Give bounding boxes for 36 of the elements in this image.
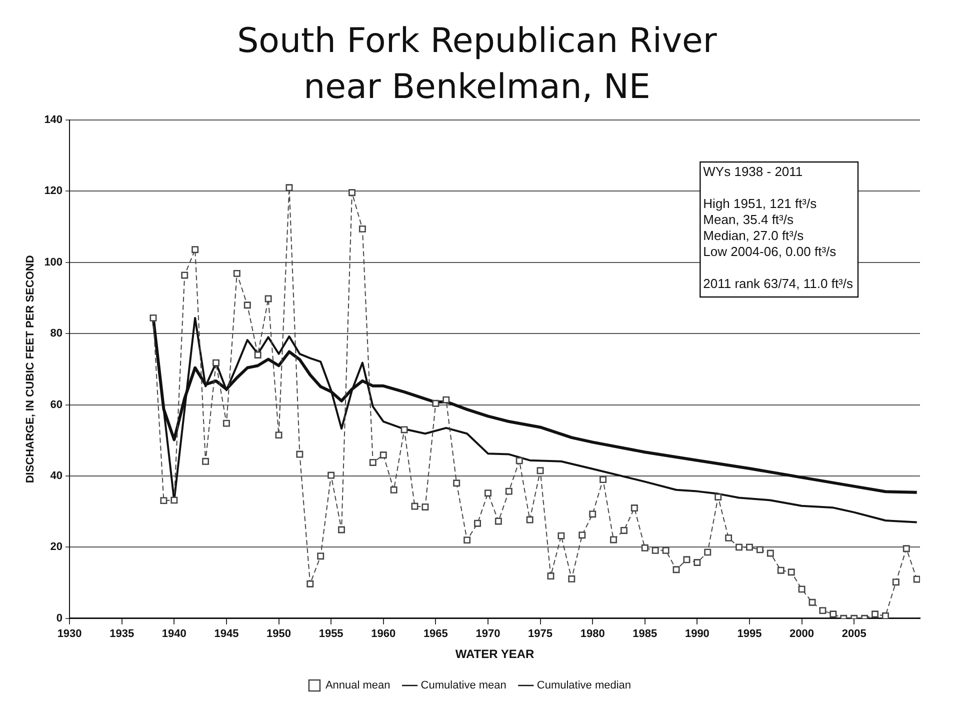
y-tick-label: 120: [44, 185, 63, 198]
y-tick-label: 60: [50, 398, 63, 411]
x-tick-label: 1960: [371, 628, 396, 640]
chart-title: South Fork Republican River near Benkelman, NE: [236, 20, 718, 109]
x-tick-label: 1935: [110, 628, 134, 640]
legend-label: Annual mean: [325, 680, 390, 692]
x-tick-label: 1930: [57, 628, 82, 640]
x-tick-label: 2005: [842, 628, 866, 640]
annotation: 2011 rank 63/74, 11.0 ft³/s: [703, 276, 854, 292]
x-tick-label: 1995: [737, 628, 762, 640]
x-tick-label: 1985: [632, 628, 658, 640]
y-tick-label: 80: [50, 328, 63, 340]
annotation: High 1951, 121 ft³/s: [703, 196, 818, 212]
x-tick-label: 1955: [318, 628, 344, 640]
x-tick-label: 1965: [423, 628, 448, 640]
legend-label: Cumulative mean: [420, 680, 506, 692]
y-tick-label: 0: [56, 612, 63, 624]
x-tick-label: 1990: [684, 628, 710, 640]
annotation: Low 2004-06, 0.00 ft³/s: [703, 244, 837, 260]
y-axis-title: DISCHARGE, IN CUBIC FEET PER SECOND: [24, 255, 37, 484]
x-axis-title: WATER YEAR: [455, 647, 535, 662]
x-tick-label: 2000: [790, 628, 814, 640]
x-tick-label: 1945: [214, 628, 239, 640]
x-tick-label: 1975: [528, 628, 553, 640]
y-tick-label: 40: [50, 470, 63, 482]
legend-label: Cumulative median: [536, 680, 632, 692]
x-tick-label: 1970: [476, 628, 500, 640]
y-tick-label: 100: [44, 256, 63, 268]
x-tick-label: 1950: [266, 628, 292, 640]
annotation: WYs 1938 - 2011: [703, 164, 803, 180]
annotation: Mean, 35.4 ft³/s: [703, 212, 794, 228]
y-tick-label: 140: [44, 114, 63, 126]
x-tick-label: 1940: [162, 628, 186, 640]
annotation: Median, 27.0 ft³/s: [703, 228, 804, 244]
y-tick-label: 20: [50, 541, 63, 554]
x-tick-label: 1980: [580, 628, 605, 640]
